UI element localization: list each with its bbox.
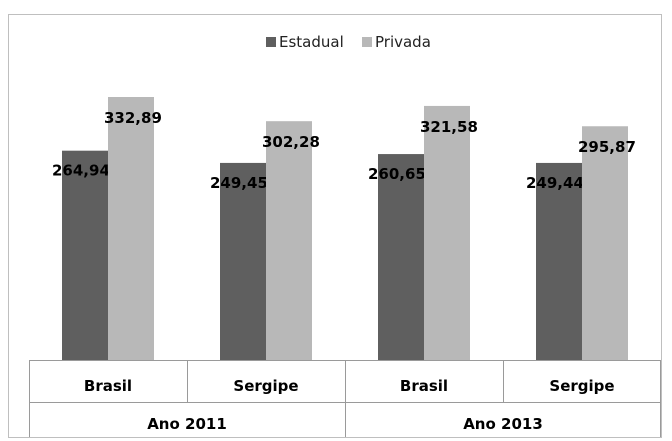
data-label-privada-0: 332,89 (104, 109, 162, 127)
bar-estadual-2 (378, 154, 424, 360)
data-label-privada-2: 321,58 (420, 118, 478, 136)
bar-privada-0 (108, 97, 154, 360)
category-label-0: Brasil (84, 377, 132, 395)
bar-privada-3 (582, 126, 628, 360)
bar-privada-2 (424, 105, 470, 360)
data-label-estadual-1: 249,45 (210, 174, 268, 192)
legend-swatch-estadual (266, 37, 276, 47)
bar-estadual-3 (536, 162, 582, 360)
category-label-1: Sergipe (233, 377, 298, 395)
category-label-2: Brasil (400, 377, 448, 395)
legend-label-estadual: Estadual (279, 33, 344, 51)
bar-privada-1 (266, 121, 312, 360)
bar-estadual-0 (62, 150, 108, 360)
group-label-1: Ano 2013 (463, 415, 543, 433)
legend-swatch-privada (362, 37, 372, 47)
category-label-3: Sergipe (549, 377, 614, 395)
data-label-estadual-2: 260,65 (368, 165, 426, 183)
data-label-privada-3: 295,87 (578, 138, 636, 156)
data-label-privada-1: 302,28 (262, 133, 320, 151)
bar-estadual-1 (220, 162, 266, 360)
legend-label-privada: Privada (375, 33, 431, 51)
data-label-estadual-3: 249,44 (526, 174, 584, 192)
group-label-0: Ano 2011 (147, 415, 227, 433)
data-label-estadual-0: 264,94 (52, 162, 110, 180)
